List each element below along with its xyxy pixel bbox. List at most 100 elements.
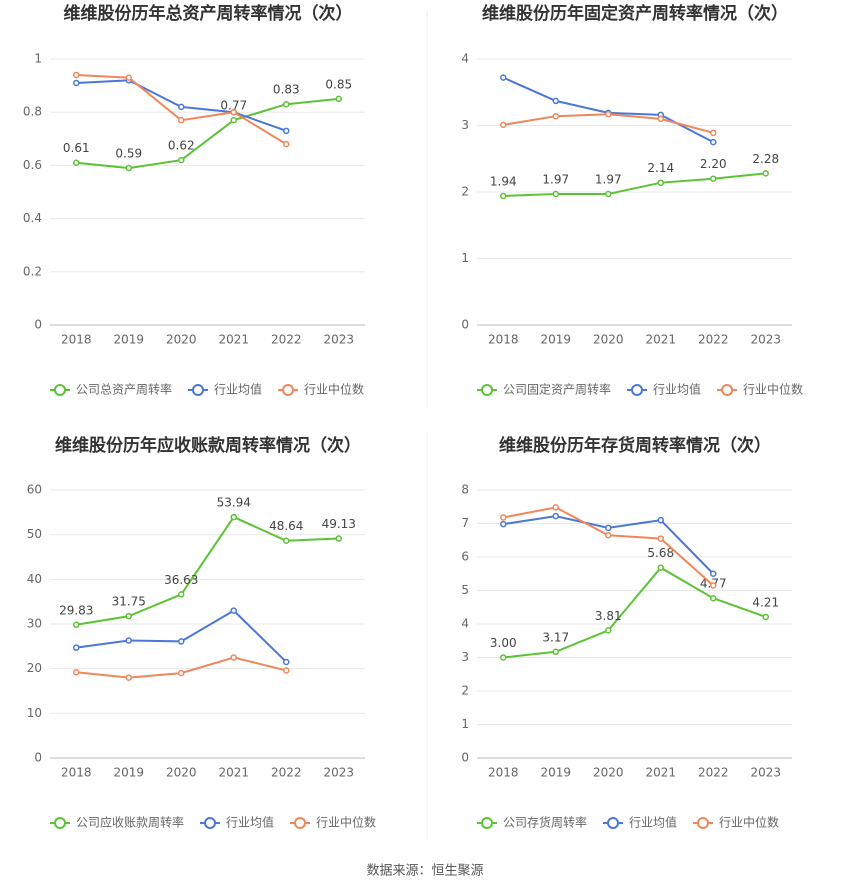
y-tick-label: 0 [461, 751, 469, 765]
point [73, 79, 80, 87]
point [710, 138, 717, 146]
point [125, 74, 132, 81]
legend-marker [607, 817, 620, 829]
point [73, 71, 80, 79]
series-line [76, 515, 339, 626]
y-tick-label: 40 [27, 572, 42, 586]
point [710, 582, 717, 589]
legend-marker [294, 817, 307, 829]
value-label: 1.97 [542, 172, 569, 186]
point [500, 74, 507, 81]
point [283, 658, 290, 666]
series-line [503, 172, 766, 197]
point [710, 175, 717, 182]
point [335, 95, 342, 103]
x-tick-label: 2023 [323, 333, 354, 347]
y-tick-label: 20 [27, 661, 42, 675]
y-tick-label: 1 [461, 717, 469, 731]
x-tick-label: 2020 [166, 766, 197, 780]
x-tick-label: 2018 [61, 766, 92, 780]
chart-title: 维维股份历年固定资产周转率情况（次） [482, 3, 788, 24]
y-tick-label: 3 [461, 650, 469, 664]
point [178, 156, 185, 164]
point [657, 179, 664, 186]
value-label: 2.14 [647, 161, 674, 175]
legend-marker [697, 817, 710, 829]
value-label: 3.81 [595, 609, 622, 623]
point [178, 638, 185, 645]
point [73, 621, 80, 629]
y-tick-label: 2 [461, 185, 469, 199]
source: 数据来源：恒生聚源 [366, 864, 483, 879]
x-tick-label: 2019 [540, 766, 571, 780]
point [500, 654, 507, 661]
value-label: 3.00 [490, 636, 517, 650]
point [283, 667, 290, 674]
legend-label: 公司总资产周转率 [76, 382, 172, 397]
y-tick-label: 6 [461, 550, 469, 564]
point [710, 570, 717, 577]
chart-title: 维维股份历年应收账款周转率情况（次） [55, 435, 361, 456]
value-label: 0.62 [168, 139, 195, 153]
point [125, 637, 132, 644]
point [230, 116, 237, 124]
point [125, 612, 132, 620]
point [283, 127, 290, 135]
series-line [76, 97, 339, 170]
x-tick-label: 2021 [645, 766, 676, 780]
legend-marker [631, 384, 644, 396]
legend-label: 行业均值 [226, 815, 274, 830]
point [178, 669, 185, 677]
value-label: 2.28 [752, 152, 779, 166]
value-label: 1.97 [595, 172, 622, 186]
legend-marker [282, 384, 295, 396]
point [125, 164, 132, 172]
legend-label: 行业中位数 [719, 815, 779, 830]
value-label: 0.61 [63, 141, 90, 155]
legend-label: 行业均值 [214, 382, 262, 397]
y-tick-label: 5 [461, 583, 469, 597]
y-tick-label: 0.2 [23, 264, 42, 278]
value-label: 29.83 [59, 603, 93, 617]
y-tick-label: 0 [34, 751, 42, 765]
point [283, 140, 290, 148]
point [500, 121, 507, 129]
point [605, 531, 612, 539]
y-tick-label: 4 [461, 52, 469, 66]
y-tick-label: 1 [461, 251, 469, 265]
value-label: 0.85 [325, 77, 352, 91]
value-label: 36.63 [164, 573, 198, 587]
legend-label: 行业均值 [629, 815, 677, 830]
value-label: 48.64 [269, 519, 303, 533]
point [552, 112, 559, 120]
y-tick-label: 8 [461, 483, 469, 497]
point [125, 674, 132, 681]
legend-label: 公司固定资产周转率 [503, 382, 611, 397]
point [230, 607, 237, 614]
y-tick-label: 1 [34, 52, 42, 66]
series-line [76, 609, 287, 663]
chart-title: 维维股份历年总资产周转率情况（次） [64, 3, 353, 24]
value-label: 0.77 [220, 99, 247, 113]
point [230, 513, 237, 521]
point [710, 129, 717, 137]
y-tick-label: 10 [27, 706, 42, 720]
point [605, 110, 612, 118]
legend-marker [481, 384, 493, 396]
legend-marker [54, 384, 66, 396]
x-tick-label: 2020 [593, 766, 624, 780]
x-tick-label: 2022 [271, 766, 302, 780]
series-line [503, 566, 767, 659]
legend-marker [481, 817, 493, 829]
point [552, 504, 559, 511]
y-tick-label: 50 [27, 527, 42, 541]
x-tick-label: 2022 [698, 333, 729, 347]
point [552, 97, 559, 105]
legend-marker [54, 817, 66, 829]
y-tick-label: 4 [461, 617, 469, 631]
value-label: 3.17 [542, 630, 569, 644]
x-tick-label: 2022 [698, 766, 729, 780]
legend-label: 行业均值 [653, 382, 701, 397]
legend-label: 公司存货周转率 [503, 815, 587, 830]
value-label: 1.94 [490, 174, 517, 188]
